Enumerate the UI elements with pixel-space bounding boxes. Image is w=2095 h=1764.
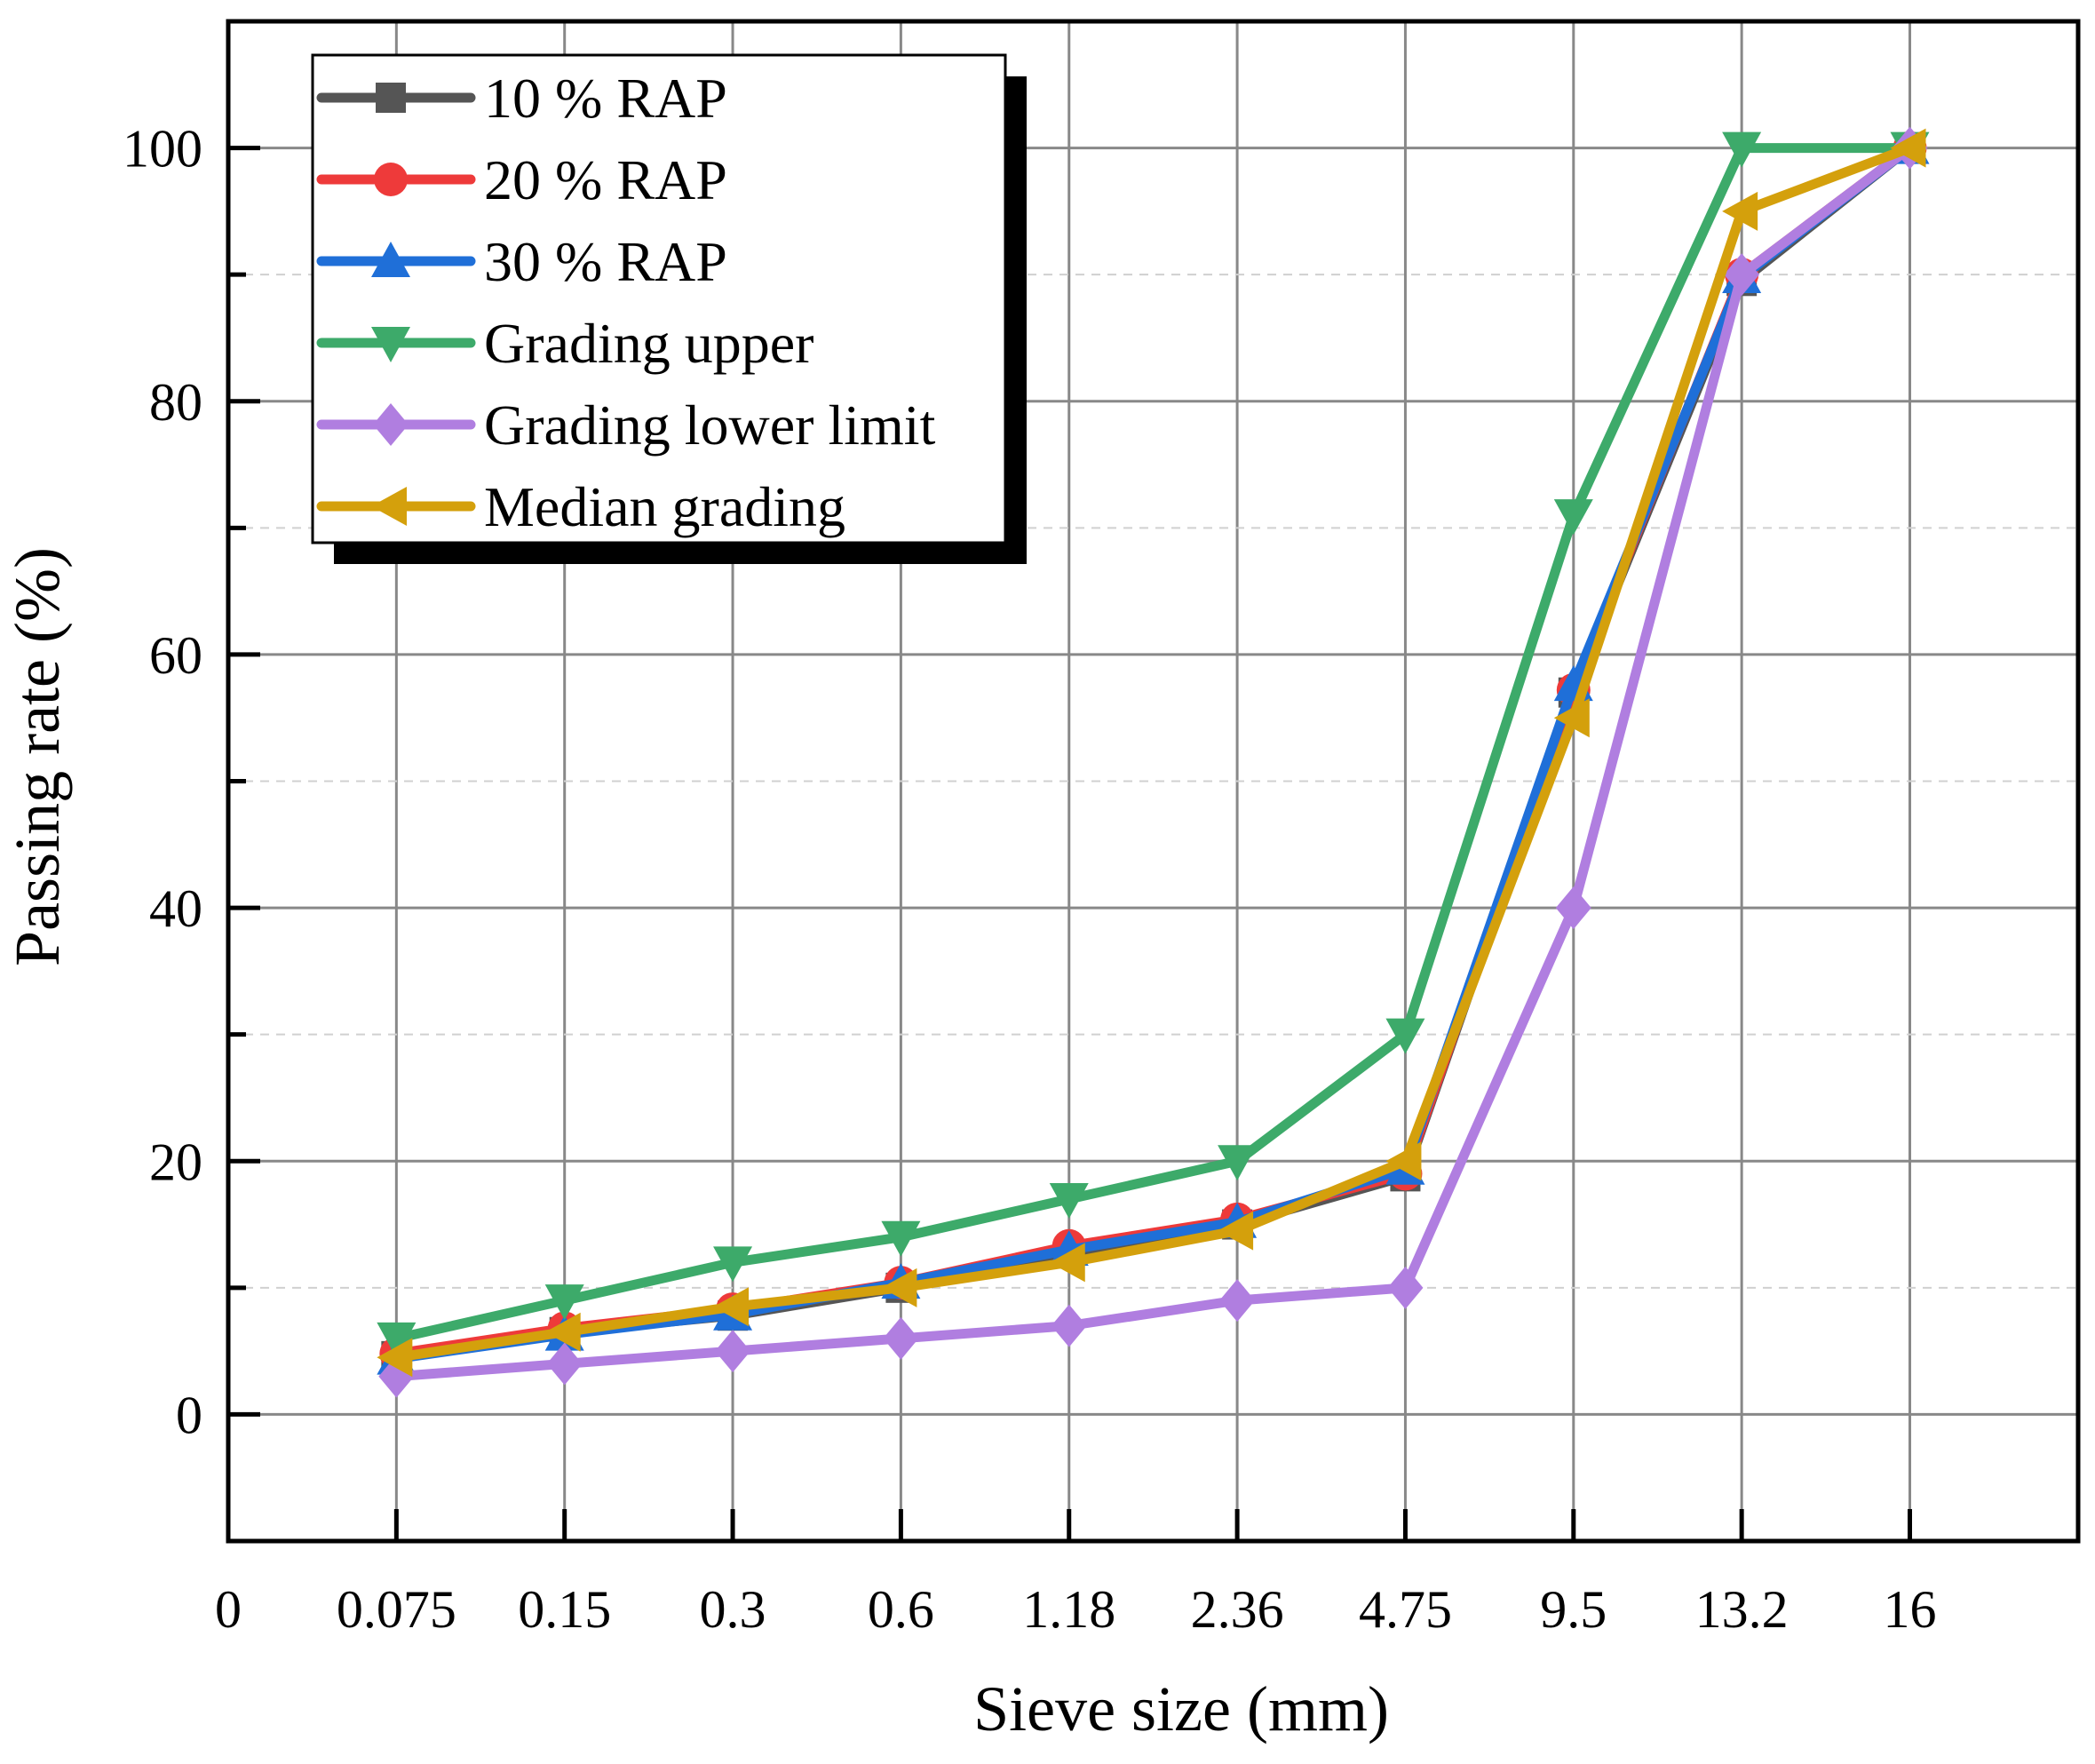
y-tick-label: 80 (149, 373, 202, 432)
series-line (391, 143, 1915, 1363)
data-point (1218, 1145, 1258, 1181)
data-point (544, 1312, 581, 1352)
data-point (1722, 131, 1762, 168)
data-point (1555, 886, 1591, 930)
x-tick-label: 1.18 (1022, 1580, 1115, 1639)
y-tick-label: 40 (149, 879, 202, 938)
data-point (1890, 128, 1926, 168)
y-axis-label: Passing rate (%) (2, 547, 73, 966)
y-tick-label: 60 (149, 626, 202, 685)
series-line (391, 143, 1915, 1344)
data-point (881, 1267, 917, 1307)
data-point (1385, 1018, 1425, 1054)
data-point (1724, 253, 1760, 297)
x-tick-label: 13.2 (1695, 1580, 1789, 1639)
legend-label: Grading upper (484, 312, 813, 375)
data-point (883, 1316, 919, 1360)
x-tick-label: 0.6 (868, 1580, 934, 1639)
x-tick-label: 0.15 (518, 1580, 611, 1639)
data-point (546, 1342, 583, 1386)
series-group (377, 126, 1930, 1398)
x-tick-label: 16 (1884, 1580, 1937, 1639)
data-point (1385, 1141, 1422, 1181)
data-point (713, 1246, 753, 1283)
legend-label: 20 % RAP (484, 148, 727, 211)
axis-ticks: 0 0.075 0.15 0.3 0.6 1.18 2.36 4.75 9.5 13.2 16 0 20… (123, 120, 1937, 1639)
series-line (391, 143, 1915, 1382)
data-point (881, 1220, 921, 1257)
series-line (391, 143, 1915, 1364)
legend-label: Grading lower limit (484, 393, 936, 457)
series-5 (377, 128, 1926, 1378)
data-point (1051, 1304, 1087, 1347)
legend-marker (376, 83, 406, 113)
data-point (377, 1322, 417, 1358)
legend-label: Median grading (484, 475, 845, 538)
legend-marker (373, 403, 409, 446)
x-tick-label: 0.075 (337, 1580, 456, 1639)
x-tick-label: 2.36 (1191, 1580, 1284, 1639)
x-tick-label: 9.5 (1540, 1580, 1607, 1639)
legend-marker (371, 242, 410, 277)
series-3 (377, 131, 1930, 1358)
data-point (715, 1330, 751, 1373)
y-tick-label: 100 (123, 120, 202, 179)
legend-box (311, 53, 1007, 544)
y-tick-label: 0 (176, 1386, 202, 1444)
legend-label: 30 % RAP (484, 230, 727, 293)
legend-label: 10 % RAP (484, 67, 727, 130)
data-point (544, 1284, 584, 1321)
data-point (1218, 1211, 1254, 1251)
data-point (1553, 698, 1590, 738)
data-point (1049, 1243, 1085, 1283)
data-point (1722, 191, 1758, 231)
legend-marker (374, 163, 408, 196)
y-tick-label: 20 (149, 1132, 202, 1191)
data-point (1219, 1279, 1256, 1323)
data-point (1049, 1183, 1089, 1220)
x-tick-label: 4.75 (1359, 1580, 1452, 1639)
x-tick-label: 0 (215, 1580, 242, 1639)
legend-marker (371, 487, 407, 526)
grid (228, 21, 2078, 1541)
legend-marker (371, 327, 410, 362)
x-axis-label: Sieve size (mm) (973, 1673, 1389, 1744)
data-point (377, 1338, 413, 1378)
legend: 10 % RAP 20 % RAP 30 % RAP Grading upper Gra… (311, 53, 1027, 564)
data-point (1553, 499, 1593, 536)
x-tick-label: 0.3 (700, 1580, 766, 1639)
data-point (713, 1287, 750, 1327)
data-point (1387, 1266, 1424, 1309)
